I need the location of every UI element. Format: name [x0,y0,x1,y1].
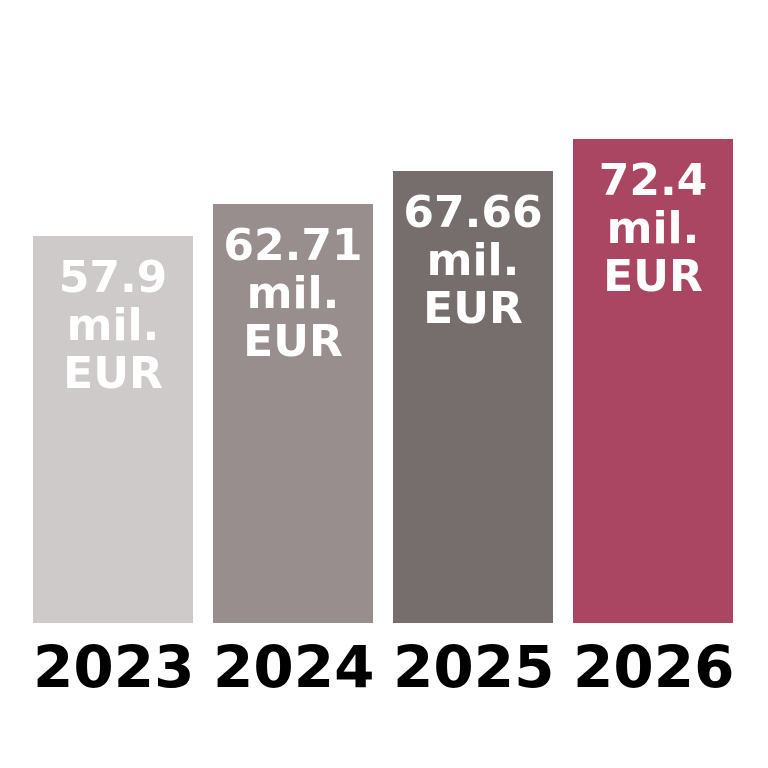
value-line: EUR [423,282,523,334]
bar-value-label-2024: 62.71 mil. EUR [223,222,362,366]
x-axis-label-2023: 2023 [33,633,195,701]
value-line: EUR [603,250,703,302]
bar-2024: 62.71 mil. EUR [213,204,373,623]
value-line: 62.71 [223,220,363,271]
value-line: mil. [606,202,700,254]
value-line: mil. [66,299,160,351]
value-line: EUR [63,347,163,399]
x-axis-label-2024: 2024 [213,633,375,701]
bars-row: 57.9 mil. EUR 62.71 mil. EUR 67.66 mil. … [33,0,733,623]
bar-value-label-2025: 67.66 mil. EUR [403,189,542,333]
value-line: mil. [246,267,340,319]
bar-value-label-2026: 72.4 mil. EUR [599,157,708,301]
value-line: 67.66 [403,187,543,238]
value-line: mil. [426,234,520,286]
x-axis-label-2025: 2025 [393,633,555,701]
x-axis-label-2026: 2026 [573,633,735,701]
bar-2025: 67.66 mil. EUR [393,171,553,623]
bar-value-label-2023: 57.9 mil. EUR [59,254,168,398]
bar-2026: 72.4 mil. EUR [573,139,733,623]
value-line: 57.9 [58,252,168,303]
x-axis-labels: 2023 2024 2025 2026 [33,633,735,701]
value-line: 72.4 [598,155,708,206]
bar-2023: 57.9 mil. EUR [33,236,193,623]
value-line: EUR [243,315,343,367]
